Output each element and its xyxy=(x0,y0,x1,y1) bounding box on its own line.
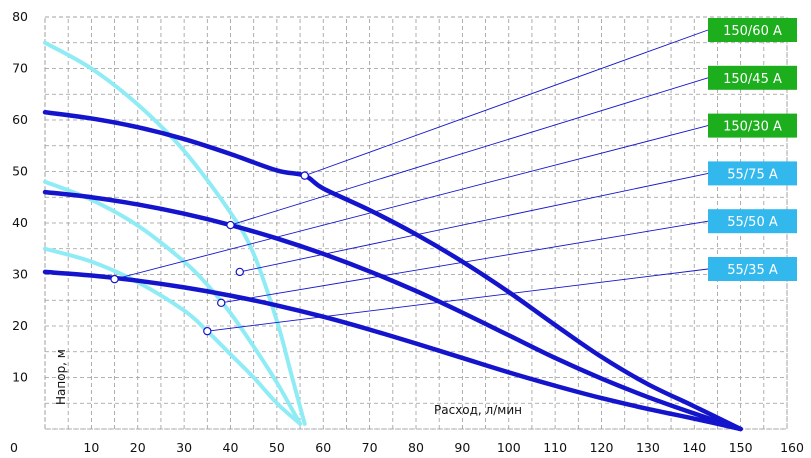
x-tick-label: 30 xyxy=(176,440,192,455)
x-tick-label: 60 xyxy=(315,440,331,455)
legend-label: 150/45 A xyxy=(723,72,782,87)
y-tick-label: 80 xyxy=(12,9,28,24)
x-tick-label: 0 xyxy=(10,440,18,455)
curve-marker xyxy=(300,171,309,180)
x-tick-label: 160 xyxy=(780,440,804,455)
curve-150-60-a xyxy=(42,110,743,432)
curve-150-30-a xyxy=(42,269,743,432)
curve-marker xyxy=(226,220,235,230)
y-tick-label: 60 xyxy=(12,112,28,127)
leader-line xyxy=(114,125,709,280)
leader-line xyxy=(304,29,709,177)
legend-label: 150/60 A xyxy=(723,24,782,39)
x-tick-label: 130 xyxy=(636,440,660,455)
x-tick-label: 50 xyxy=(269,440,285,455)
leader-line xyxy=(239,172,709,273)
x-axis-label: Расход, л/мин xyxy=(434,403,522,417)
legend-label: 150/30 A xyxy=(723,120,782,135)
x-tick-label: 100 xyxy=(497,440,521,455)
legend-box xyxy=(708,18,797,42)
curve-marker xyxy=(110,274,119,284)
x-tick-label: 40 xyxy=(223,440,239,455)
curve-150-45-a xyxy=(42,189,743,432)
x-tick-label: 10 xyxy=(83,440,99,455)
pump-curves xyxy=(42,40,743,432)
y-tick-label: 70 xyxy=(12,61,28,76)
x-tick-labels: 0 10 20 30 40 50 60 70 80 90 100 110 120 130 140 150 160 xyxy=(10,440,804,455)
y-tick-label: 10 xyxy=(12,370,28,385)
legend-box xyxy=(708,209,797,234)
legend-label: 55/75 A xyxy=(727,167,778,182)
leader-line xyxy=(207,268,709,332)
legend-box xyxy=(708,257,797,281)
grid xyxy=(44,16,788,430)
leader-lines xyxy=(114,29,709,332)
x-tick-label: 80 xyxy=(408,440,424,455)
legend-label: 55/50 A xyxy=(727,215,778,230)
curve-marker xyxy=(217,298,226,308)
legend-box xyxy=(708,113,797,138)
x-tick-label: 110 xyxy=(543,440,567,455)
y-axis-label: Напор, м xyxy=(54,349,68,405)
curve-markers xyxy=(110,171,309,336)
y-tick-labels: 10 20 30 40 50 60 70 80 xyxy=(12,9,28,385)
legend-box xyxy=(708,161,797,186)
x-tick-label: 20 xyxy=(130,440,146,455)
legend: 150/60 A 150/45 A 150/30 A 55/75 A 55/50 A 55… xyxy=(708,18,797,281)
y-tick-label: 50 xyxy=(12,164,28,179)
y-tick-label: 40 xyxy=(12,215,28,230)
x-tick-label: 140 xyxy=(682,440,706,455)
x-tick-label: 120 xyxy=(590,440,614,455)
legend-box xyxy=(708,65,797,90)
leader-line xyxy=(230,77,709,226)
x-tick-label: 150 xyxy=(729,440,753,455)
y-tick-label: 30 xyxy=(12,267,28,282)
curve-marker xyxy=(203,326,212,336)
curve-marker xyxy=(235,267,244,277)
leader-line xyxy=(221,220,709,304)
x-tick-label: 70 xyxy=(362,440,378,455)
curve-55-75-a xyxy=(43,40,307,426)
y-tick-label: 20 xyxy=(12,318,28,333)
curve-55-50-a xyxy=(43,179,303,426)
legend-label: 55/35 A xyxy=(727,263,778,278)
x-tick-label: 90 xyxy=(454,440,470,455)
